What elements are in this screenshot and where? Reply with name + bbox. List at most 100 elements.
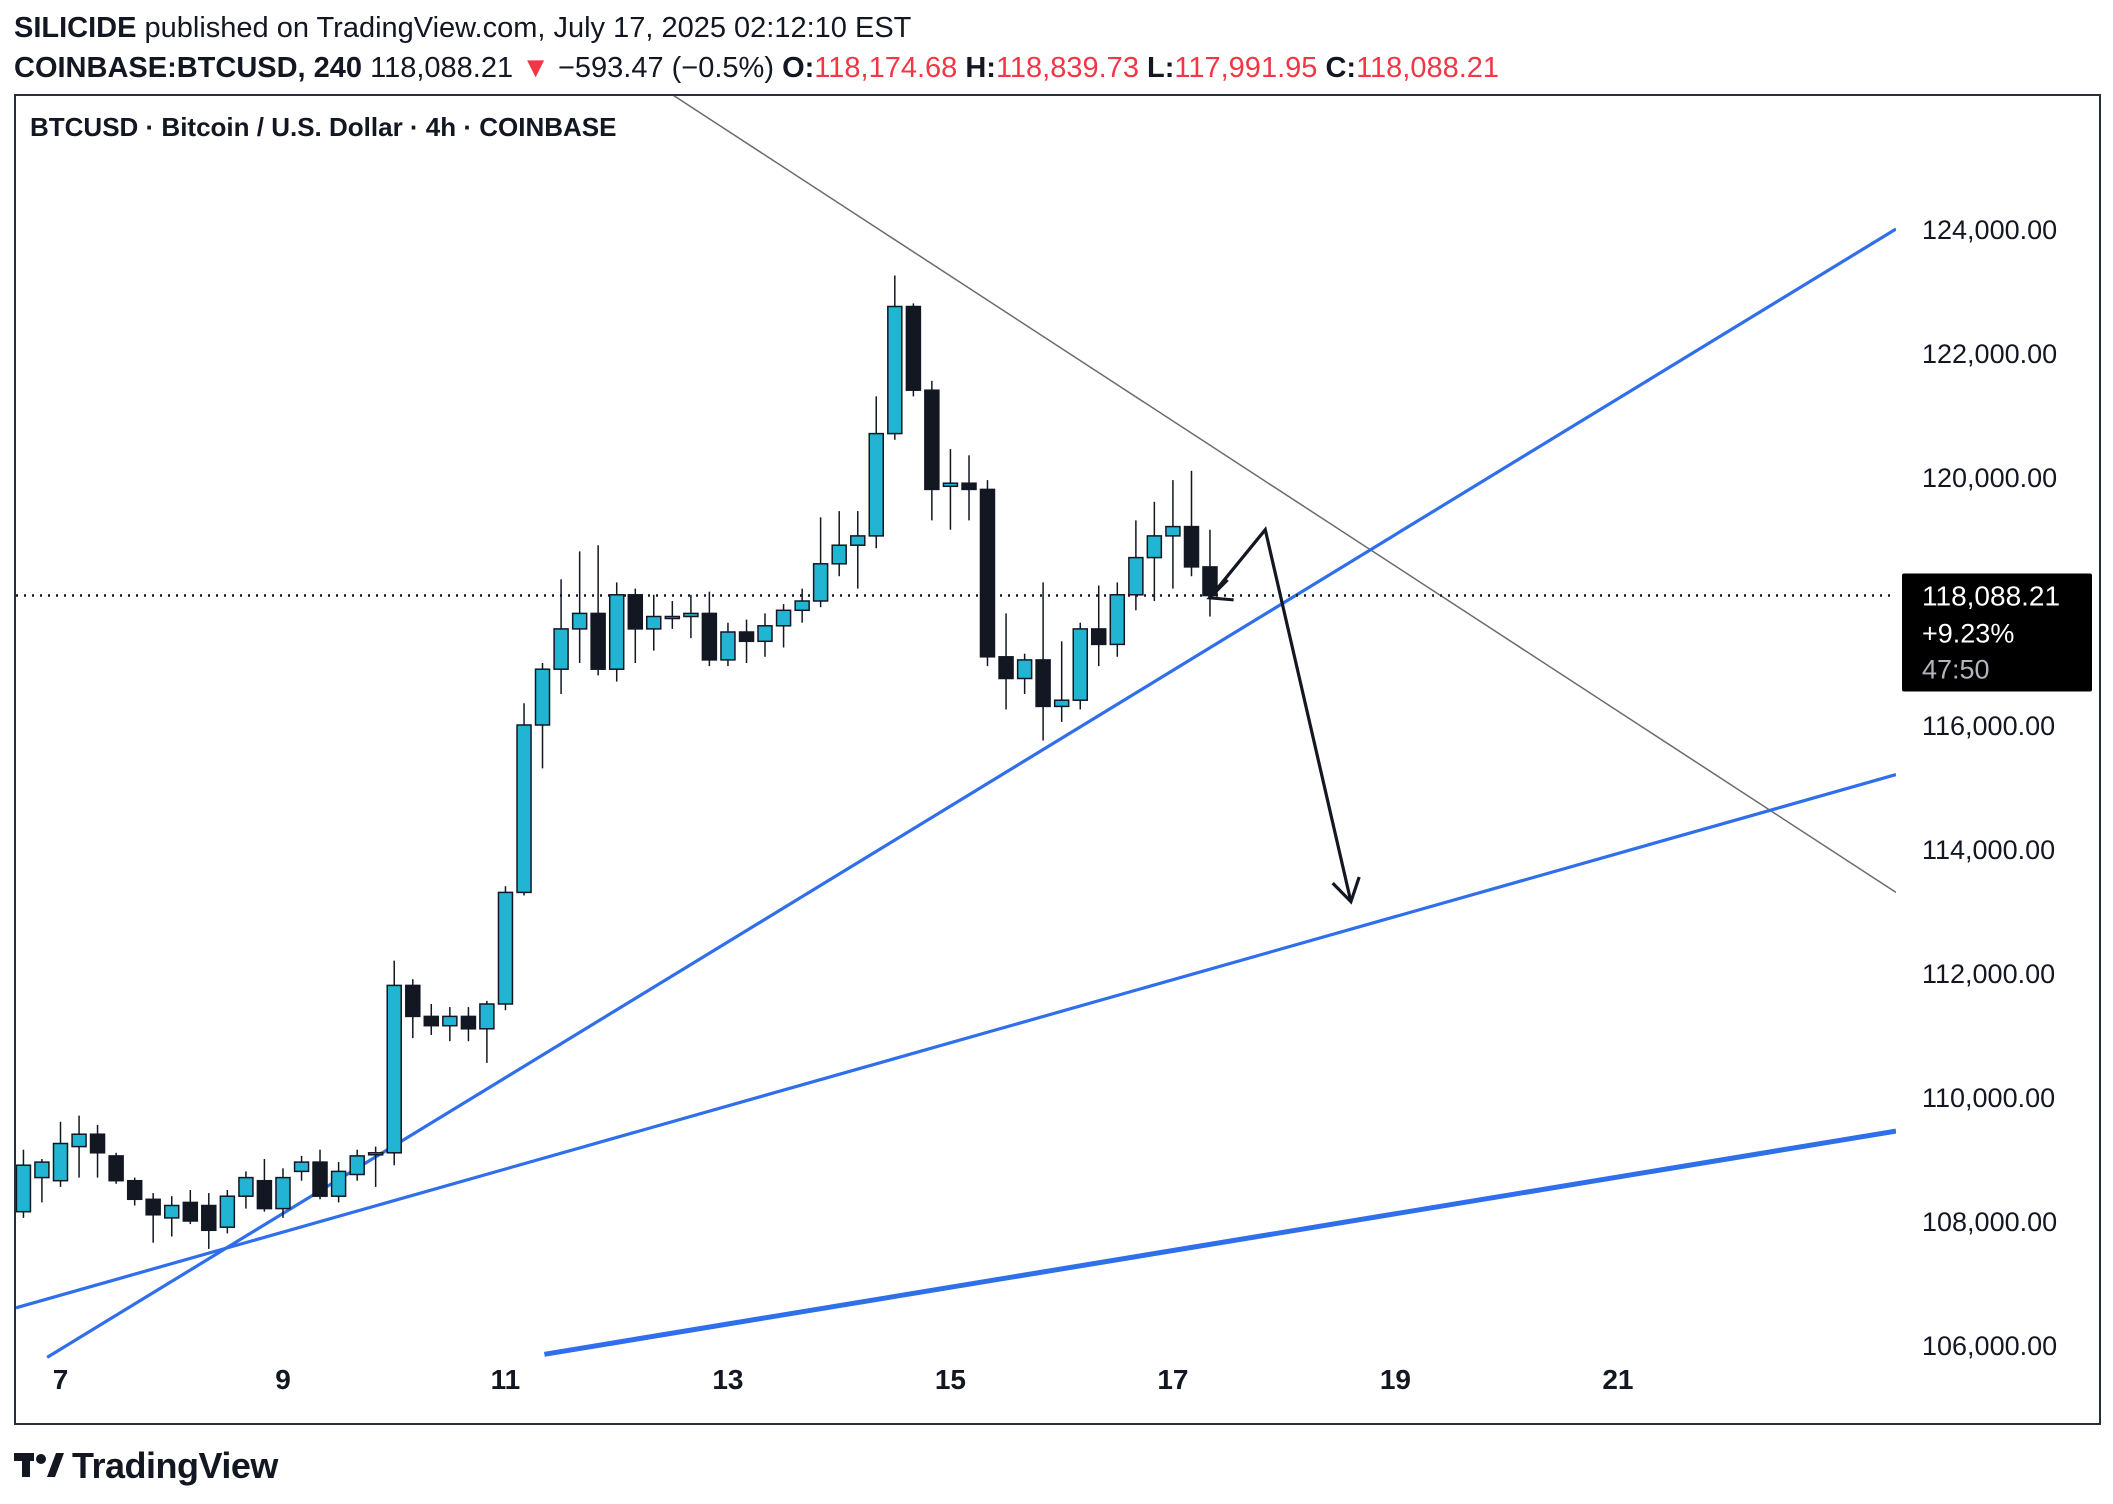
candle-up [497,891,514,1005]
candle-down [405,984,421,1018]
candle-up [942,482,959,488]
candle-down [108,1155,124,1182]
candle-up [238,1176,254,1197]
header: SILICIDE published on TradingView.com, J… [14,8,1499,88]
candle-up [386,984,402,1154]
high-label: H: [965,52,996,84]
candle-up [553,628,569,670]
publisher-name[interactable]: SILICIDE [14,12,137,44]
candle-down [460,1015,477,1030]
candle-up [52,1142,69,1182]
candle-down [201,1204,217,1232]
candle-up [330,1170,347,1197]
candle-down [256,1179,273,1210]
candle-up [683,612,699,618]
chart-frame[interactable]: BTCUSD · Bitcoin / U.S. Dollar · 4h · CO… [14,94,2101,1425]
x-tick-label: 17 [1157,1364,1188,1395]
candle-up [1165,525,1181,537]
candle-up [516,724,532,894]
last-price-change: +9.23% [1922,619,2014,649]
close-value: 118,088.21 [1356,52,1500,84]
y-tick-label: 114,000.00 [1922,835,2055,865]
candle-down [1183,525,1200,568]
open-label: O: [782,52,815,84]
candle-up [571,612,588,630]
candle-up [812,563,829,602]
candle-down [701,612,718,661]
candle-down [738,631,755,643]
candle-down [145,1198,161,1216]
x-tick-label: 9 [275,1364,291,1395]
last-price: 118,088.21 [370,52,514,84]
candle-up [1053,699,1070,708]
y-tick-label: 106,000.00 [1922,1331,2057,1361]
trendline-channel-lower [543,1128,1896,1357]
bar-countdown: 47:50 [1922,655,1990,685]
candle-up [868,432,884,537]
low-label: L: [1147,52,1175,84]
low-value: 117,991.95 [1174,52,1318,84]
candle-down [89,1133,106,1154]
x-tick-label: 15 [935,1364,966,1395]
candle-up [1072,628,1089,701]
candle-up [720,631,736,661]
x-tick-label: 7 [53,1364,69,1395]
candle-up [71,1133,87,1148]
candle-up [887,305,903,435]
candle-up [1016,659,1033,680]
candle-up [367,1152,384,1156]
candle-down [1090,628,1107,646]
publish-line: SILICIDE published on TradingView.com, J… [14,8,1499,48]
candle-up [608,594,625,670]
candle-down [590,612,606,670]
price-change: −593.47 (−0.5%) [557,52,774,84]
candle-up [16,1164,32,1213]
trendline-channel-middle [16,773,1896,1310]
tradingview-wordmark[interactable]: TradingView [72,1445,278,1486]
candle-up [664,615,681,620]
last-price-box [1902,573,2092,692]
open-value: 118,174.68 [814,52,958,84]
chart-title: BTCUSD · Bitcoin / U.S. Dollar · 4h · CO… [30,112,616,142]
candle-up [757,625,773,643]
candle-up [34,1161,50,1179]
footer: TradingView [14,1441,278,1491]
candle-up [646,615,662,630]
y-tick-label: 124,000.00 [1922,215,2057,245]
y-tick-label: 122,000.00 [1922,339,2057,369]
price-chart[interactable]: BTCUSD · Bitcoin / U.S. Dollar · 4h · CO… [16,96,2099,1423]
candle-up [349,1155,365,1176]
close-label: C: [1325,52,1357,84]
last-price-label: 118,088.21 [1922,581,2060,612]
candle-up [479,1003,495,1030]
x-tick-label: 13 [712,1364,743,1395]
x-tick-label: 11 [491,1364,521,1395]
candle-down [627,594,644,630]
x-tick-label: 19 [1380,1364,1411,1395]
high-value: 118,839.73 [995,52,1139,84]
candle-up [275,1176,291,1210]
candle-up [219,1195,236,1228]
candle-down [979,488,996,658]
projection-arrowhead [1331,876,1361,905]
candle-down [961,482,977,491]
y-tick-label: 112,000.00 [1922,959,2055,989]
trendline-descending-resistance [672,96,1896,894]
projection-path [1208,526,1353,903]
candle-down [905,305,922,391]
candle-down [182,1201,199,1222]
ohlc-line: COINBASE:BTCUSD, 240 118,088.21 ▼ −593.4… [14,48,1499,88]
symbol-label: COINBASE:BTCUSD, 240 [14,52,363,84]
candle-up [442,1015,458,1027]
projection-start-arrowhead [1206,578,1234,602]
candle-up [831,544,847,565]
y-tick-label: 110,000.00 [1922,1083,2055,1113]
y-tick-label: 120,000.00 [1922,463,2057,493]
tradingview-logo-icon[interactable] [14,1451,64,1481]
candle-down [998,656,1014,680]
x-tick-label: 21 [1602,1364,1633,1395]
y-tick-label: 108,000.00 [1922,1207,2057,1237]
candle-up [794,600,810,612]
candle-up [850,535,866,546]
candle-up [293,1161,310,1173]
